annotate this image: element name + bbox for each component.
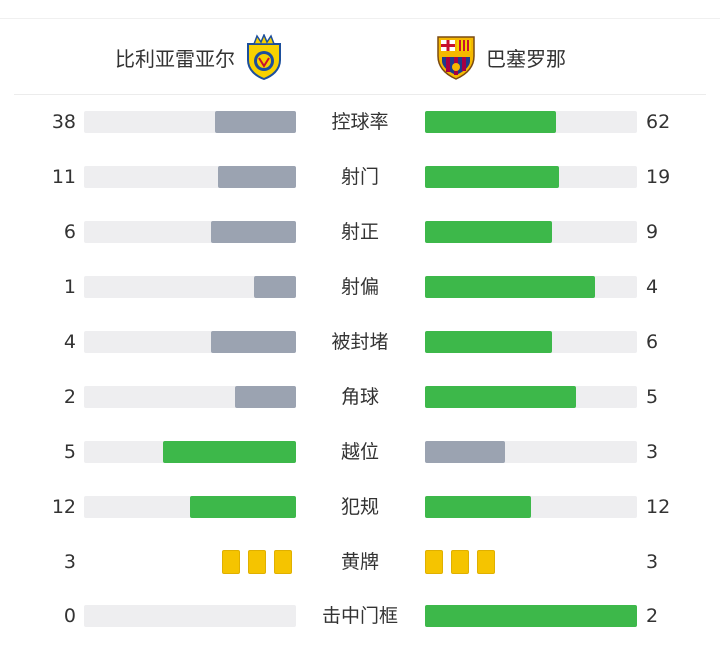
home-stat-bar [84,221,296,243]
barcelona-crest-icon [434,34,478,80]
villarreal-crest-icon [245,34,283,80]
away-stat-value: 3 [646,441,659,463]
away-stat-bar [425,111,637,133]
stat-row: 11 射门 19 [0,165,720,189]
home-stat-value: 38 [51,111,76,133]
stat-row: 5 越位 3 [0,440,720,464]
yellow-card-icon [477,550,495,574]
away-stat-bar-fill [425,441,505,463]
stat-row: 12 犯规 12 [0,495,720,519]
away-stat-value: 5 [646,386,659,408]
stat-row: 38 控球率 62 [0,110,720,134]
top-divider [0,18,720,19]
home-stat-bar [84,166,296,188]
home-stat-value: 4 [63,331,76,353]
home-stat-value: 11 [51,166,76,188]
yellow-card-icon [222,550,240,574]
home-stat-bar-fill [211,331,296,353]
away-team-name: 巴塞罗那 [486,46,566,71]
away-stat-bar-fill [425,276,595,298]
home-stat-bar [84,331,296,353]
away-stat-bar [425,605,637,627]
stat-label: 犯规 [340,496,379,518]
away-stat-value: 9 [646,221,659,243]
away-stat-bar-fill [425,496,531,518]
yellow-card-icon [451,550,469,574]
stat-row: 2 角球 5 [0,385,720,409]
home-stat-bar-fill [235,386,296,408]
away-stat-bar [425,166,637,188]
away-stat-bar [425,386,637,408]
stat-row: 1 射偏 4 [0,275,720,299]
home-stat-value: 12 [51,496,76,518]
away-stat-value: 2 [646,605,659,627]
stat-label: 击中门框 [321,605,398,627]
away-yellow-cards [425,550,495,574]
home-stat-bar-fill [163,441,296,463]
stat-row: 6 射正 9 [0,220,720,244]
home-stat-value: 0 [63,605,76,627]
away-stat-bar-fill [425,111,556,133]
stat-row: 3 黄牌 3 [0,550,720,574]
away-stat-bar [425,276,637,298]
away-stat-bar [425,496,637,518]
header-divider [14,94,706,95]
away-team[interactable]: 巴塞罗那 [434,32,566,82]
home-stat-bar [84,111,296,133]
stat-label: 越位 [340,441,379,463]
yellow-card-icon [248,550,266,574]
away-stat-bar [425,441,637,463]
home-stat-value: 3 [63,551,76,573]
home-stat-bar-fill [215,111,296,133]
home-team-name: 比利亚雷亚尔 [115,46,235,71]
home-stat-value: 1 [63,276,76,298]
home-stat-bar [84,496,296,518]
away-stat-value: 3 [646,551,659,573]
away-stat-bar-fill [425,221,552,243]
away-stat-bar-fill [425,605,637,627]
home-stat-bar [84,441,296,463]
away-stat-value: 6 [646,331,659,353]
stat-label: 被封堵 [331,331,389,353]
home-stat-bar-fill [218,166,296,188]
home-stat-bar [84,276,296,298]
yellow-card-icon [274,550,292,574]
away-stat-bar-fill [425,386,576,408]
home-stat-bar-fill [190,496,296,518]
stat-row: 0 击中门框 2 [0,604,720,628]
stat-label: 射偏 [340,276,379,298]
stat-label: 黄牌 [340,551,379,573]
home-stat-bar [84,386,296,408]
home-stat-bar [84,605,296,627]
home-stat-value: 6 [63,221,76,243]
stat-row: 4 被封堵 6 [0,330,720,354]
home-yellow-cards [222,550,292,574]
away-stat-bar [425,221,637,243]
home-stat-bar-fill [254,276,296,298]
home-stat-value: 5 [63,441,76,463]
away-stat-bar [425,331,637,353]
stat-label: 射门 [340,166,379,188]
home-stat-value: 2 [63,386,76,408]
home-stat-bar-fill [211,221,296,243]
away-stat-bar-fill [425,166,559,188]
stat-label: 射正 [340,221,379,243]
home-team[interactable]: 比利亚雷亚尔 [115,32,283,82]
stat-label: 控球率 [331,111,389,133]
away-stat-value: 4 [646,276,659,298]
away-stat-value: 62 [646,111,671,133]
away-stat-value: 19 [646,166,671,188]
yellow-card-icon [425,550,443,574]
away-stat-value: 12 [646,496,671,518]
stat-label: 角球 [340,386,379,408]
away-stat-bar-fill [425,331,552,353]
